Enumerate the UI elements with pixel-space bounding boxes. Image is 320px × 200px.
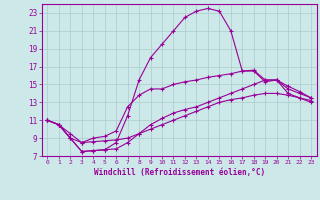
X-axis label: Windchill (Refroidissement éolien,°C): Windchill (Refroidissement éolien,°C) bbox=[94, 168, 265, 177]
